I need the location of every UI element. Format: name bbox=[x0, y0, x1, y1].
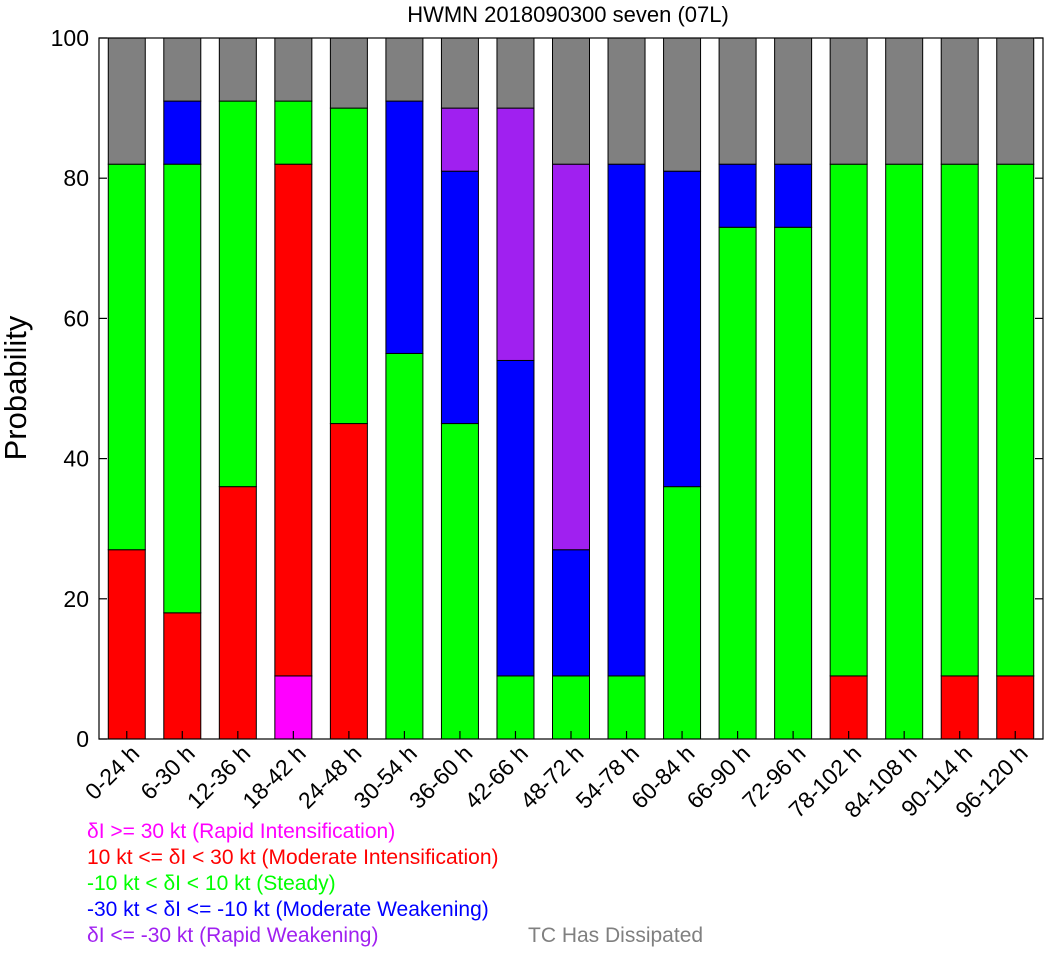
bar-segment-9-2 bbox=[607, 675, 646, 740]
y-tick-label-0: 0 bbox=[76, 726, 89, 752]
bar-segment-15-1 bbox=[940, 675, 979, 740]
bar-segment-0-2 bbox=[107, 163, 146, 551]
bar-segment-8-2 bbox=[552, 675, 590, 740]
bar-segment-1-5 bbox=[163, 37, 202, 102]
y-tick-label-2: 40 bbox=[63, 446, 89, 472]
bar-segment-11-2 bbox=[718, 226, 757, 740]
bar-segment-14-5 bbox=[885, 37, 924, 165]
bar-segment-16-2 bbox=[996, 163, 1035, 677]
bar-segment-12-5 bbox=[774, 37, 813, 165]
bar-segment-7-2 bbox=[496, 675, 535, 740]
bar-segment-15-2 bbox=[940, 163, 979, 677]
legend-entry-5: TC Has Dissipated bbox=[528, 924, 704, 947]
bar-segment-6-4 bbox=[440, 107, 479, 172]
bar-segment-6-5 bbox=[440, 37, 479, 109]
bars-group bbox=[107, 37, 1035, 740]
bar-segment-0-1 bbox=[107, 549, 146, 740]
bar-segment-7-5 bbox=[496, 37, 535, 109]
bar-segment-14-2 bbox=[885, 163, 924, 740]
bar-segment-8-3 bbox=[552, 549, 590, 677]
y-tick-label-3: 60 bbox=[63, 305, 89, 331]
bar-segment-11-3 bbox=[718, 163, 757, 228]
bar-segment-8-4 bbox=[552, 163, 590, 551]
bar-segment-9-3 bbox=[607, 163, 646, 677]
bar-segment-4-5 bbox=[329, 37, 368, 109]
bar-segment-2-5 bbox=[218, 37, 257, 102]
bar-segment-10-3 bbox=[663, 170, 702, 488]
bar-segment-8-5 bbox=[552, 37, 590, 165]
bar-segment-6-3 bbox=[440, 170, 479, 425]
bar-segment-16-1 bbox=[996, 675, 1035, 740]
bar-segment-15-5 bbox=[940, 37, 979, 165]
bar-segment-3-1 bbox=[274, 163, 313, 677]
bar-segment-10-5 bbox=[663, 37, 702, 172]
bar-segment-9-5 bbox=[607, 37, 646, 165]
chart-title: HWMN 2018090300 seven (07L) bbox=[407, 2, 729, 27]
bar-segment-1-1 bbox=[163, 612, 202, 740]
bar-segment-3-2 bbox=[274, 100, 313, 165]
bar-segment-5-5 bbox=[385, 37, 424, 102]
bar-segment-0-5 bbox=[107, 37, 146, 165]
bar-segment-6-2 bbox=[440, 423, 479, 740]
legend-entry-0: δI >= 30 kt (Rapid Intensification) bbox=[87, 820, 396, 843]
bar-segment-7-3 bbox=[496, 359, 535, 677]
bar-segment-3-0 bbox=[274, 675, 313, 740]
bar-segment-3-5 bbox=[274, 37, 313, 102]
x-tick-label-0: 0-24 h bbox=[80, 740, 145, 805]
bar-segment-2-2 bbox=[218, 100, 257, 488]
y-tick-label-5: 100 bbox=[51, 25, 89, 51]
bar-segment-13-2 bbox=[829, 163, 868, 677]
axes-group bbox=[98, 37, 1044, 740]
bar-segment-11-5 bbox=[718, 37, 757, 165]
bar-segment-1-2 bbox=[163, 163, 202, 614]
bar-segment-4-2 bbox=[329, 107, 368, 425]
legend-entry-4: δI <= -30 kt (Rapid Weakening) bbox=[87, 924, 379, 947]
y-axis-label: Probability bbox=[0, 315, 33, 460]
legend-entry-3: -30 kt < δI <= -10 kt (Moderate Weakenin… bbox=[87, 898, 489, 921]
legend-entry-2: -10 kt < δI < 10 kt (Steady) bbox=[87, 872, 336, 895]
bar-segment-16-5 bbox=[996, 37, 1035, 165]
bar-segment-10-2 bbox=[663, 486, 702, 740]
bar-segment-13-1 bbox=[829, 675, 868, 740]
bar-segment-12-3 bbox=[774, 163, 813, 228]
bar-segment-2-1 bbox=[218, 486, 257, 740]
y-tick-label-1: 20 bbox=[63, 586, 89, 612]
legend-entry-1: 10 kt <= δI < 30 kt (Moderate Intensific… bbox=[87, 846, 499, 869]
bar-segment-5-3 bbox=[385, 100, 424, 354]
bar-segment-4-1 bbox=[329, 423, 368, 740]
bar-segment-1-3 bbox=[163, 100, 202, 165]
bar-segment-13-5 bbox=[829, 37, 868, 165]
y-tick-label-4: 80 bbox=[63, 165, 89, 191]
bar-segment-12-2 bbox=[774, 226, 813, 740]
bar-segment-5-2 bbox=[385, 352, 424, 740]
bar-segment-7-4 bbox=[496, 107, 535, 361]
